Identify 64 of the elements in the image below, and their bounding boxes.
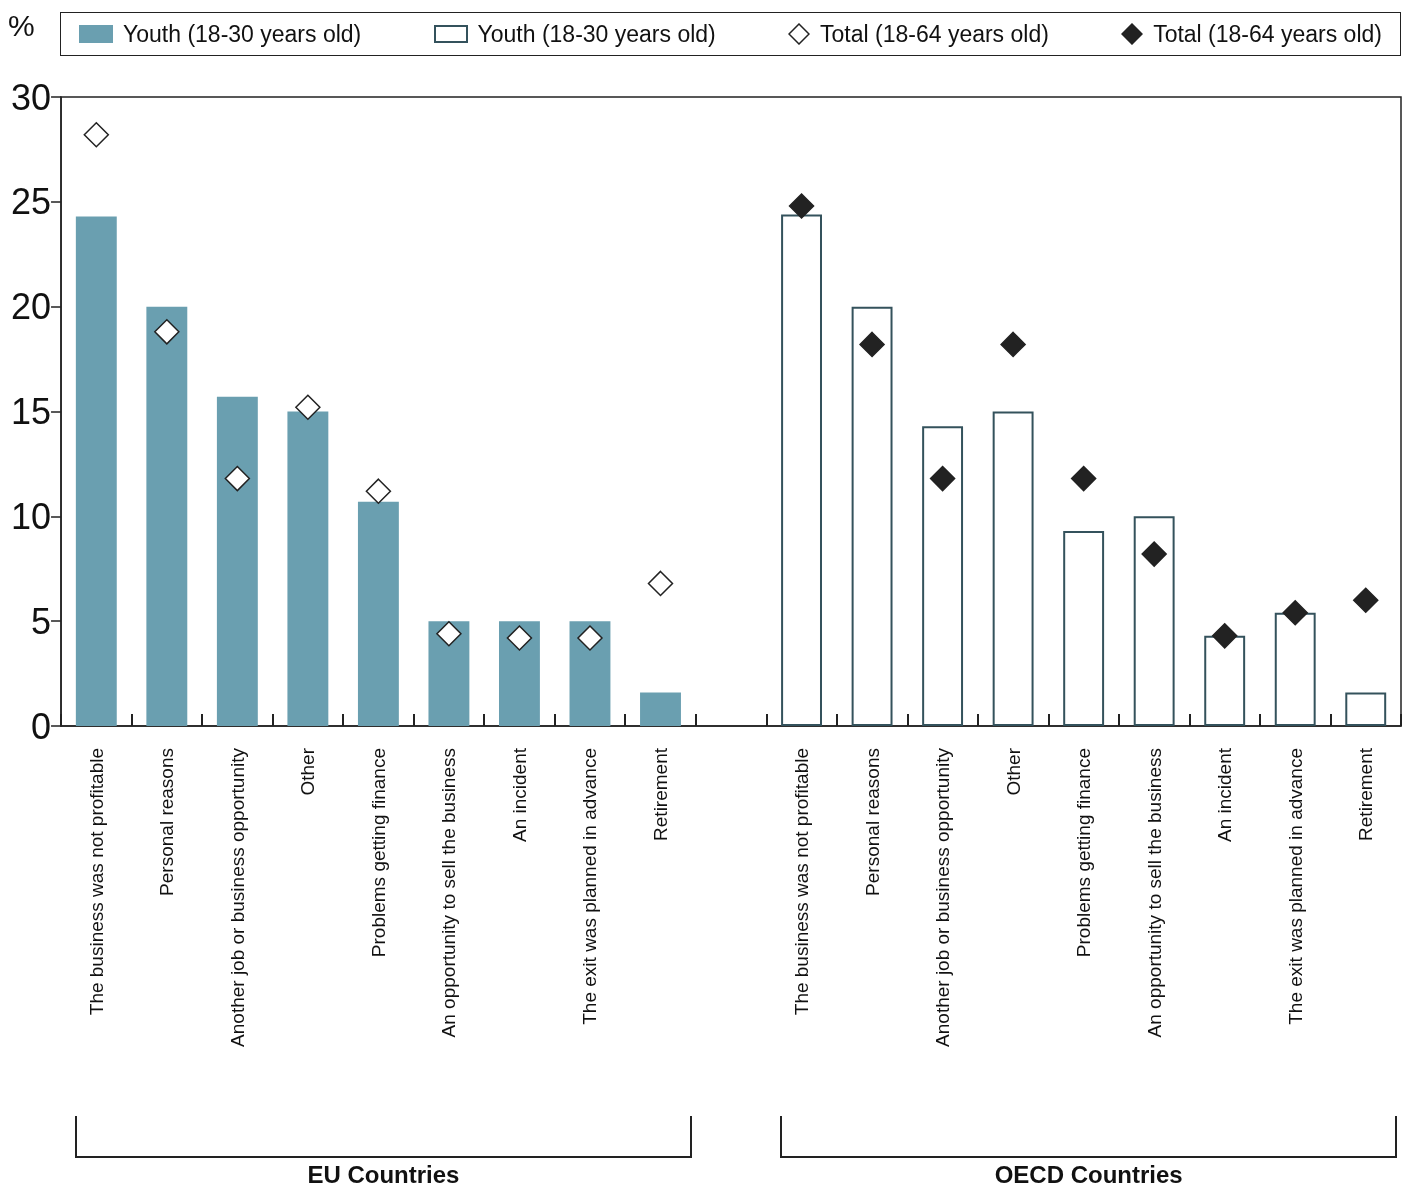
y-axis-title: %	[8, 8, 35, 42]
x-tick-label: The business was not profitable	[791, 748, 813, 1016]
bar	[287, 411, 329, 726]
y-tick-label: 5	[31, 600, 52, 642]
legend-label: Youth (18-30 years old)	[477, 20, 716, 48]
bar	[75, 216, 117, 726]
bar	[146, 306, 188, 726]
point	[224, 465, 251, 492]
bar	[1063, 531, 1105, 726]
bar	[851, 306, 893, 726]
x-tick-label: The business was not profitable	[85, 748, 107, 1016]
point	[788, 193, 815, 219]
point	[859, 331, 885, 358]
y-tick-label: 30	[11, 76, 52, 118]
x-tick-label: Other	[1002, 747, 1024, 796]
y-tick-label: 10	[11, 495, 52, 537]
x-tick-label: An incident	[1214, 747, 1236, 843]
x-tick-label: Another job or business opportunity	[226, 747, 248, 1047]
x-tick-label: The exit was planned in advance	[579, 748, 601, 1025]
y-tick-label: 20	[11, 286, 52, 328]
bar	[216, 396, 258, 726]
bar	[499, 621, 540, 726]
y-tick-label: 15	[11, 391, 52, 432]
x-tick-label: The exit was planned in advance	[1284, 748, 1306, 1025]
point	[577, 625, 603, 651]
x-tick-label: Retirement	[1355, 747, 1377, 841]
x-tick-label: An opportunity to sell the business	[438, 748, 460, 1038]
x-tick-label: Another job or business opportunity	[932, 747, 954, 1047]
bar	[1133, 516, 1175, 726]
point	[1352, 587, 1379, 613]
point	[1211, 623, 1238, 649]
bar	[569, 621, 611, 726]
text: OECD Countries	[993, 1161, 1184, 1189]
point	[1282, 600, 1308, 626]
point	[506, 625, 533, 651]
y-tick-label: 0	[31, 705, 52, 747]
bar	[992, 411, 1034, 726]
x-tick-label: An incident	[508, 747, 530, 843]
legend-label: Total (18-64 years old)	[1153, 20, 1382, 48]
point	[1070, 465, 1097, 492]
bar	[1274, 612, 1316, 726]
bar	[1204, 635, 1246, 726]
bar	[922, 426, 964, 726]
bar	[1345, 692, 1387, 726]
bar	[357, 501, 399, 726]
x-tick-label: Retirement	[650, 747, 671, 841]
point	[154, 319, 180, 345]
x-tick-label: Other	[297, 747, 319, 796]
point	[1141, 541, 1167, 567]
x-tick-label: Personal reasons	[861, 748, 883, 896]
y-tick-label: 25	[11, 181, 52, 223]
x-tick-label: Problems getting finance	[367, 748, 389, 958]
legend-label: Total (18-64 years old)	[820, 20, 1049, 48]
point	[1000, 331, 1026, 358]
legend-label: Youth (18-30 years old)	[123, 20, 362, 48]
bar	[640, 692, 681, 726]
point	[436, 621, 462, 647]
x-tick-label: Problems getting finance	[1073, 748, 1095, 958]
point	[929, 465, 956, 492]
bar	[781, 214, 822, 726]
bar	[428, 621, 470, 726]
x-tick-label: An opportunity to sell the business	[1143, 748, 1165, 1038]
text: EU Countries	[306, 1161, 461, 1189]
x-tick-label: Personal reasons	[156, 748, 178, 896]
